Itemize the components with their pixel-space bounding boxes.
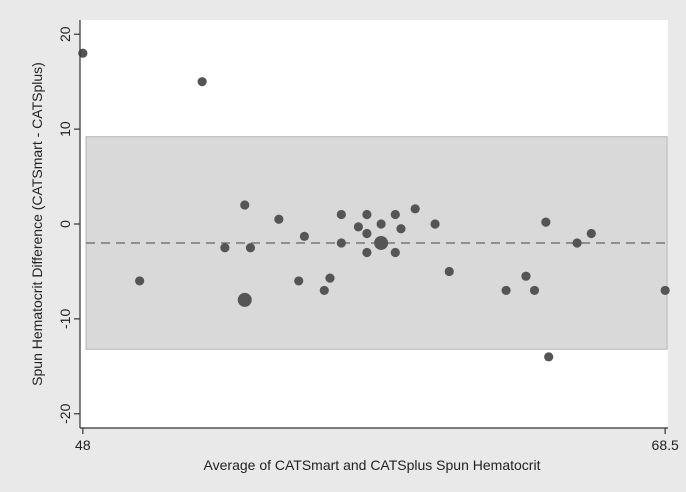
y-tick-label: -20 [57, 403, 73, 423]
data-point [529, 285, 540, 296]
data-point [586, 228, 596, 239]
x-axis-label: Average of CATSmart and CATSplus Spun He… [204, 457, 541, 473]
data-point [376, 219, 386, 229]
data-point [430, 219, 440, 229]
x-tick-label: 48 [75, 437, 91, 453]
data-point [501, 285, 511, 296]
y-axis-label: Spun Hematocrit Difference (CATSmart - C… [29, 62, 45, 386]
data-point [294, 276, 304, 286]
data-point [541, 217, 551, 227]
data-point [245, 243, 256, 253]
data-point [410, 204, 420, 214]
data-point [325, 273, 335, 283]
y-tick-label: 20 [57, 26, 73, 42]
y-tick-label: 10 [57, 121, 73, 137]
data-point [135, 276, 145, 286]
data-point [353, 222, 363, 232]
data-point [396, 224, 406, 234]
y-tick-label: 0 [57, 220, 73, 228]
data-point [572, 238, 582, 248]
data-point [336, 209, 346, 220]
data-point [362, 247, 372, 258]
data-point [544, 352, 554, 362]
data-point [374, 235, 389, 250]
data-point [240, 200, 250, 210]
data-point [362, 209, 372, 220]
x-axis-ticks: 48 68.5 [75, 428, 679, 453]
y-tick-label: -10 [57, 309, 73, 329]
y-axis-ticks: -20 -10 0 10 20 [57, 26, 80, 424]
data-point [521, 271, 531, 281]
data-point [390, 209, 400, 220]
data-point [336, 238, 346, 248]
data-point [220, 243, 230, 253]
data-point [197, 77, 207, 87]
data-point [660, 285, 670, 296]
data-point [390, 247, 400, 258]
data-point [299, 231, 310, 241]
data-point [444, 266, 454, 277]
data-point [362, 228, 372, 239]
data-point [237, 292, 252, 307]
x-tick-label: 68.5 [652, 437, 679, 453]
data-point [274, 214, 284, 224]
data-points [78, 48, 670, 362]
data-point [319, 285, 329, 296]
